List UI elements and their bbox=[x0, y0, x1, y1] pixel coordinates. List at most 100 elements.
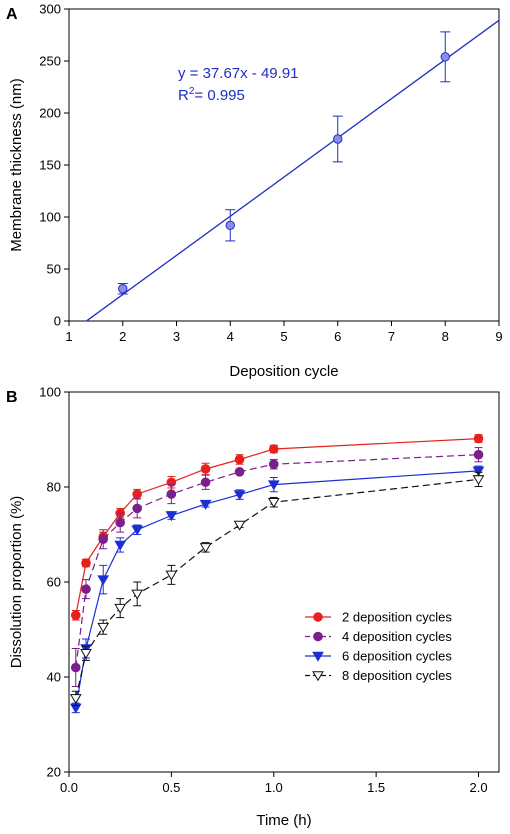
panel-b-legend-item: 6 deposition cycles bbox=[305, 649, 452, 664]
panel-a-y-tick-label: 50 bbox=[47, 262, 61, 277]
panel-b-data-point bbox=[70, 662, 81, 673]
panel-a-x-tick-label: 7 bbox=[388, 329, 395, 344]
panel-b-data-point bbox=[165, 511, 178, 522]
panel-a-data-points bbox=[117, 31, 451, 295]
panel-b-data-point bbox=[234, 467, 245, 477]
panel-a-x-tick-label: 9 bbox=[495, 329, 502, 344]
panel-b-data-point bbox=[132, 503, 142, 514]
panel-b-data-point bbox=[233, 490, 246, 501]
panel-b-data-point bbox=[200, 477, 211, 488]
panel-b-data-point bbox=[131, 525, 144, 536]
panel-b-series-4 bbox=[69, 471, 485, 706]
panel-a-x-tick-label: 6 bbox=[334, 329, 341, 344]
panel-b-data-point bbox=[98, 534, 108, 545]
panel-b-x-axis-label: Time (h) bbox=[256, 812, 311, 829]
panel-b-series-line bbox=[75, 438, 479, 616]
panel-b-series-2 bbox=[70, 447, 484, 687]
panel-b-x-tick-label: 0.0 bbox=[60, 780, 78, 795]
panel-b-legend-item: 8 deposition cycles bbox=[305, 668, 452, 683]
panel-a-y-tick-label: 100 bbox=[39, 210, 61, 225]
panel-b-letter: B bbox=[6, 389, 18, 406]
panel-b-y-tick-label: 20 bbox=[47, 765, 61, 780]
panel-b-data-point bbox=[268, 459, 279, 470]
panel-b-legend-item: 4 deposition cycles bbox=[305, 629, 452, 644]
panel-b-data-point bbox=[267, 480, 280, 491]
panel-a-x-tick-label: 5 bbox=[280, 329, 287, 344]
panel-b-x-tick-label: 0.5 bbox=[162, 780, 180, 795]
panel-a-x-tick-label: 8 bbox=[442, 329, 449, 344]
panel-b-data-point bbox=[268, 444, 279, 454]
panel-a-r-squared-value: = 0.995 bbox=[194, 87, 244, 104]
panel-b-legend-label: 6 deposition cycles bbox=[342, 649, 452, 664]
panel-a-y-tick-label: 200 bbox=[39, 106, 61, 121]
panel-b-data-point bbox=[114, 603, 127, 614]
panel-b-y-tick-label: 40 bbox=[47, 670, 61, 685]
panel-b-data-point bbox=[114, 540, 127, 551]
panel-b-data-point bbox=[472, 466, 485, 477]
panel-b-y-tick-label: 80 bbox=[47, 480, 61, 495]
panel-b-y-axis: 20 40 60 80 100 bbox=[39, 385, 69, 780]
panel-b-data-point bbox=[131, 589, 144, 600]
panel-a-data-point bbox=[118, 284, 128, 294]
panel-b-data-point bbox=[166, 489, 177, 499]
panel-a-x-axis: 1 2 3 4 5 6 7 8 9 bbox=[65, 321, 503, 344]
panel-a-x-tick-label: 4 bbox=[227, 329, 234, 344]
panel-b-legend: 2 deposition cycles 4 deposition cycles 6 … bbox=[305, 610, 452, 683]
panel-b-y-tick-label: 100 bbox=[39, 385, 61, 400]
panel-b-legend-marker bbox=[312, 651, 324, 662]
panel-a-x-tick-label: 3 bbox=[173, 329, 180, 344]
panel-a-regression-line bbox=[85, 19, 500, 322]
panel-b-legend-marker bbox=[313, 612, 323, 622]
panel-b-x-tick-label: 1.5 bbox=[367, 780, 385, 795]
panel-b-legend-item: 2 deposition cycles bbox=[305, 610, 452, 625]
panel-b-series-3 bbox=[69, 465, 485, 714]
panel-b-data-point bbox=[132, 489, 142, 499]
panel-a-chart: A 0 50 100 150 200 250 300 1 2 3 4 5 6 7 8 9 y = 37.67… bbox=[6, 2, 503, 381]
panel-b-legend-label: 2 deposition cycles bbox=[342, 610, 452, 625]
panel-b-data-point bbox=[473, 433, 484, 444]
panel-b-series-line bbox=[75, 478, 479, 699]
panel-a-y-tick-label: 150 bbox=[39, 158, 61, 173]
panel-b-series-line bbox=[75, 470, 479, 709]
panel-b-series bbox=[69, 433, 485, 714]
panel-b-data-point bbox=[97, 575, 110, 586]
panel-a-y-tick-label: 0 bbox=[54, 314, 61, 329]
panel-b-legend-marker bbox=[313, 631, 323, 642]
panel-b-series-line bbox=[75, 454, 479, 668]
panel-a-data-point bbox=[440, 52, 450, 62]
panel-b-chart: B 20 40 60 80 100 0.0 0.5 1.0 1.5 2.0 2 depositi… bbox=[6, 385, 500, 829]
panel-b-data-point bbox=[97, 622, 110, 633]
panel-b-data-point bbox=[199, 543, 212, 554]
panel-b-data-point bbox=[472, 475, 485, 486]
panel-a-fit-equation: y = 37.67x - 49.91 bbox=[178, 65, 299, 82]
panel-b-x-tick-label: 2.0 bbox=[469, 780, 487, 795]
panel-b-x-tick-label: 1.0 bbox=[265, 780, 283, 795]
panel-b-legend-label: 4 deposition cycles bbox=[342, 629, 452, 644]
panel-a-y-tick-label: 250 bbox=[39, 54, 61, 69]
panel-a-x-axis-label: Deposition cycle bbox=[229, 363, 338, 380]
panel-a-fit-line bbox=[85, 19, 500, 322]
panel-a-x-tick-label: 2 bbox=[119, 329, 126, 344]
panel-b-data-point bbox=[81, 584, 91, 594]
panel-b-data-point bbox=[165, 570, 178, 581]
panel-a-r-squared-sup: 2 bbox=[189, 86, 195, 97]
panel-b-data-point bbox=[473, 449, 484, 460]
panel-a-data-point bbox=[225, 220, 235, 231]
panel-a-y-axis: 0 50 100 150 200 250 300 bbox=[39, 2, 69, 329]
panel-b-data-point bbox=[267, 498, 280, 508]
panel-b-data-point bbox=[81, 558, 91, 568]
panel-a-y-tick-label: 300 bbox=[39, 2, 61, 17]
panel-b-data-point bbox=[70, 610, 81, 621]
panel-b-y-tick-label: 60 bbox=[47, 575, 61, 590]
panel-b-data-point bbox=[199, 499, 212, 510]
panel-b-data-point bbox=[69, 694, 82, 705]
panel-b-legend-label: 8 deposition cycles bbox=[342, 668, 452, 683]
panel-b-x-axis: 0.0 0.5 1.0 1.5 2.0 bbox=[60, 772, 488, 795]
panel-a-letter: A bbox=[6, 6, 18, 23]
panel-b-data-point bbox=[115, 517, 125, 528]
panel-b-data-point bbox=[80, 649, 92, 659]
panel-a-plot-frame bbox=[68, 8, 500, 322]
panel-b-legend-marker bbox=[312, 671, 324, 682]
panel-a-y-axis-label: Membrane thickness (nm) bbox=[8, 78, 25, 251]
